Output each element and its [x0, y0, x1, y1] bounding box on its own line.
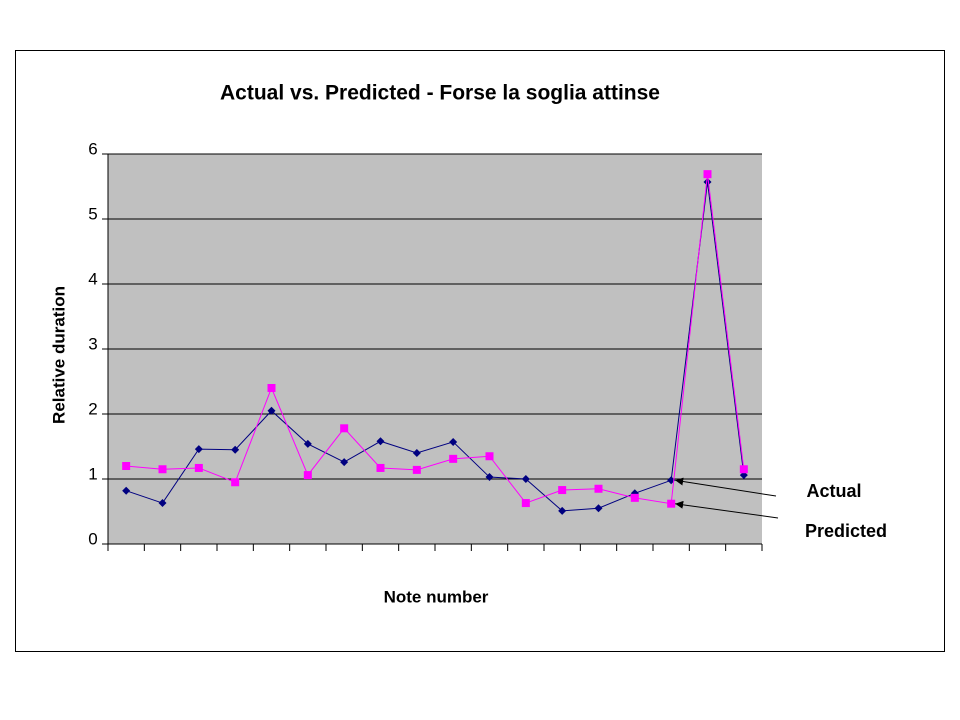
marker	[630, 493, 639, 502]
marker	[303, 471, 312, 480]
legend-label: Predicted	[805, 521, 887, 541]
y-tick-label: 1	[88, 464, 97, 483]
marker	[340, 458, 349, 467]
marker	[194, 445, 203, 454]
marker	[485, 452, 494, 461]
y-tick-label: 4	[88, 269, 97, 288]
marker	[340, 424, 349, 433]
marker	[231, 478, 240, 487]
marker	[194, 463, 203, 472]
marker	[739, 465, 748, 474]
marker	[703, 177, 712, 186]
marker	[158, 499, 167, 508]
series-line	[126, 174, 745, 505]
marker	[412, 449, 421, 457]
marker	[703, 170, 712, 179]
y-tick-label: 3	[88, 334, 97, 353]
annotation-arrow	[675, 500, 779, 519]
marker	[412, 465, 421, 474]
y-tick-label: 5	[88, 204, 97, 223]
marker	[558, 506, 567, 515]
x-axis-label: Note number	[384, 587, 489, 606]
marker	[376, 437, 385, 446]
series-line	[126, 181, 745, 512]
marker	[231, 445, 240, 454]
marker	[667, 499, 676, 508]
marker	[594, 484, 603, 493]
marker	[376, 463, 385, 472]
marker	[485, 473, 494, 482]
marker	[521, 499, 530, 508]
marker	[594, 504, 603, 513]
marker	[449, 437, 458, 446]
legend-label: Actual	[806, 481, 861, 501]
marker	[521, 475, 530, 483]
y-axis-label: Relative duration	[49, 286, 68, 424]
marker	[558, 486, 567, 495]
y-tick-label: 2	[88, 399, 97, 418]
annotation-arrow	[675, 477, 777, 497]
marker	[122, 486, 131, 495]
marker	[122, 462, 131, 470]
y-tick-label: 6	[88, 139, 97, 158]
chart-title: Actual vs. Predicted - Forse la soglia a…	[220, 82, 660, 105]
marker	[303, 439, 312, 448]
marker	[449, 454, 458, 463]
marker	[267, 384, 276, 392]
y-tick-label: 0	[88, 529, 97, 548]
marker	[267, 406, 276, 415]
marker	[158, 465, 167, 474]
